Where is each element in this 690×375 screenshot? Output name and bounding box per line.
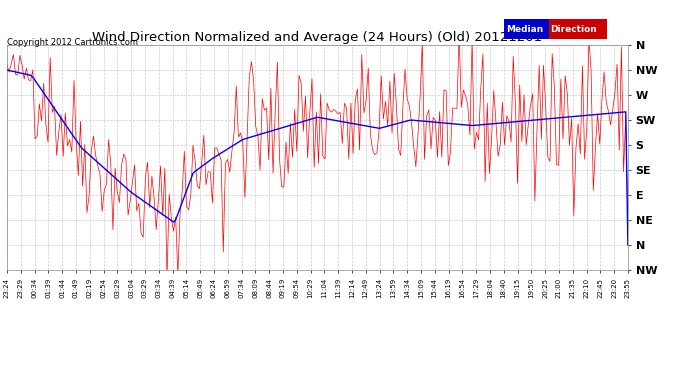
Title: Wind Direction Normalized and Average (24 Hours) (Old) 20121201: Wind Direction Normalized and Average (2… [92,31,542,44]
Text: Median: Median [506,25,543,34]
Text: Copyright 2012 Cartronics.com: Copyright 2012 Cartronics.com [7,38,138,47]
Text: Direction: Direction [551,25,598,34]
